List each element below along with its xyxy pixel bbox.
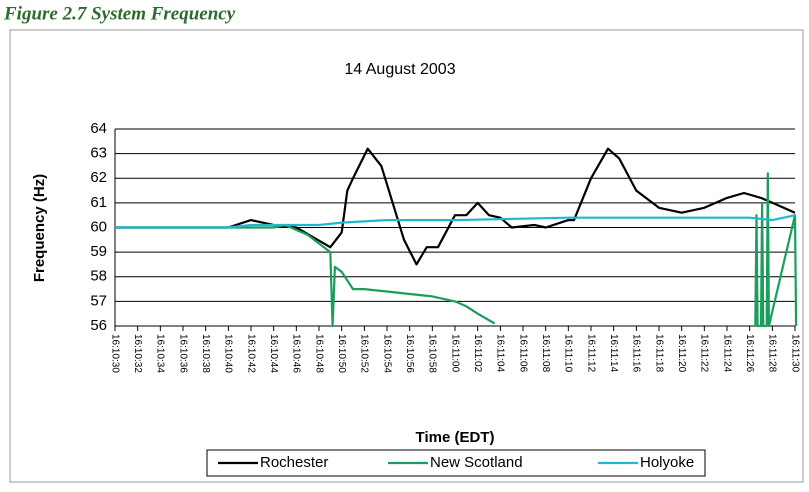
- y-tick-label: 60: [90, 218, 107, 235]
- y-axis-label: Frequency (Hz): [31, 174, 48, 282]
- x-tick-label: 16:11:04: [495, 334, 506, 373]
- x-tick-label: 16:11:06: [517, 334, 528, 373]
- legend-label: Rochester: [260, 454, 328, 471]
- x-tick-label: 16:10:40: [223, 334, 234, 373]
- legend-label: New Scotland: [430, 454, 523, 471]
- x-tick-label: 16:11:02: [472, 334, 483, 373]
- x-tick-label: 16:11:20: [676, 334, 687, 373]
- figure-caption: Figure 2.7 System Frequency: [3, 3, 236, 24]
- x-tick-label: 16:10:52: [359, 334, 370, 373]
- x-tick-label: 16:11:30: [789, 334, 800, 373]
- x-tick-label: 16:10:54: [381, 334, 392, 373]
- series-line: [115, 172, 798, 328]
- legend-label: Holyoke: [640, 454, 694, 471]
- x-tick-label: 16:10:34: [155, 334, 166, 373]
- chart-frame: [9, 29, 804, 483]
- x-tick-label: 16:11:14: [608, 334, 619, 373]
- x-tick-label: 16:11:08: [540, 334, 551, 373]
- x-tick-label: 16:11:18: [653, 334, 664, 373]
- y-tick-label: 56: [90, 317, 107, 334]
- y-tick-label: 61: [90, 194, 107, 211]
- x-tick-label: 16:10:46: [291, 334, 302, 373]
- x-tick-label: 16:11:22: [699, 334, 710, 373]
- series-line: [115, 214, 796, 229]
- x-tick-label: 16:10:56: [404, 334, 415, 373]
- x-axis-label: Time (EDT): [416, 429, 495, 446]
- x-tick-label: 16:11:12: [585, 334, 596, 373]
- series-line: [115, 147, 796, 266]
- x-tick-label: 16:11:10: [563, 334, 574, 373]
- x-tick-label: 16:10:50: [336, 334, 347, 373]
- y-tick-label: 62: [90, 169, 107, 186]
- x-tick-label: 16:10:38: [200, 334, 211, 373]
- x-tick-label: 16:11:16: [631, 334, 642, 373]
- x-tick-label: 16:11:00: [449, 334, 460, 373]
- x-tick-label: 16:10:42: [245, 334, 256, 373]
- y-tick-label: 64: [90, 120, 107, 137]
- x-tick-label: 16:10:48: [313, 334, 324, 373]
- y-tick-label: 57: [90, 292, 107, 309]
- x-tick-label: 16:10:58: [427, 334, 438, 373]
- x-tick-label: 16:11:24: [721, 334, 732, 373]
- x-tick-label: 16:11:26: [744, 334, 755, 373]
- y-tick-label: 59: [90, 243, 107, 260]
- x-tick-label: 16:10:44: [268, 334, 279, 373]
- chart-title: 14 August 2003: [344, 61, 455, 78]
- x-tick-label: 16:10:36: [177, 334, 188, 373]
- x-tick-label: 16:10:30: [109, 334, 120, 373]
- y-tick-label: 58: [90, 268, 107, 285]
- y-tick-label: 63: [90, 145, 107, 162]
- x-tick-label: 16:10:32: [132, 334, 143, 373]
- x-tick-label: 16:11:28: [767, 334, 778, 373]
